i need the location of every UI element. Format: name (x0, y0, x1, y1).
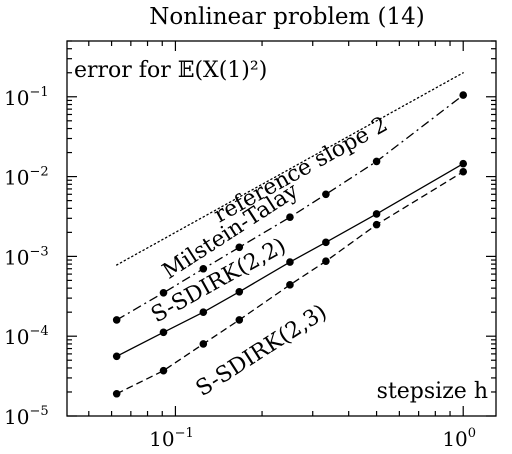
chart-title: Nonlinear problem (14) (149, 4, 425, 30)
axis-ticks (67, 40, 496, 417)
data-point (286, 281, 294, 289)
data-point (322, 238, 330, 247)
data-point (372, 220, 381, 229)
data-point (159, 328, 168, 337)
axis-tick-labels: 10−1 100 10−5 10−4 10−3 10−2 10−1 (4, 85, 476, 451)
data-point (112, 389, 121, 398)
y-tick-label: 10−5 (4, 404, 49, 429)
data-point (322, 257, 330, 266)
x-tick-label: 10−1 (149, 426, 194, 451)
data-point (159, 366, 168, 375)
series-line (116, 163, 464, 357)
data-point (459, 91, 468, 99)
x-tick-label: 100 (442, 426, 476, 451)
data-point (199, 340, 208, 348)
series-points (112, 91, 468, 398)
series-label: S-SDIRK(2,3) (192, 300, 332, 402)
data-point (459, 167, 468, 176)
data-point (112, 316, 121, 324)
y-tick-label: 10−3 (4, 244, 49, 269)
series-lines (116, 72, 464, 395)
data-point (372, 210, 381, 218)
data-point (199, 308, 208, 316)
y-tick-label: 10−2 (4, 165, 49, 190)
x-axis-label: stepsize h (377, 379, 488, 404)
data-point (199, 264, 208, 273)
series-labels: reference slope 2Milstein-TalayS-SDIRK(2… (147, 112, 392, 402)
data-point (235, 316, 244, 324)
data-point (286, 213, 294, 221)
data-point (159, 288, 168, 297)
series-line (116, 94, 464, 321)
series-line (116, 72, 464, 266)
data-point (322, 190, 330, 199)
data-point (112, 352, 121, 361)
data-point (286, 258, 294, 266)
data-point (459, 159, 468, 168)
y-tick-label: 10−4 (4, 324, 49, 349)
y-tick-label: 10−1 (4, 85, 49, 110)
series-line (116, 171, 464, 395)
data-point (372, 157, 381, 166)
y-axis-label: error for 𝔼(X(1)²) (74, 58, 267, 83)
plot-frame (66, 40, 497, 417)
data-point (235, 243, 244, 252)
data-point (235, 287, 244, 296)
